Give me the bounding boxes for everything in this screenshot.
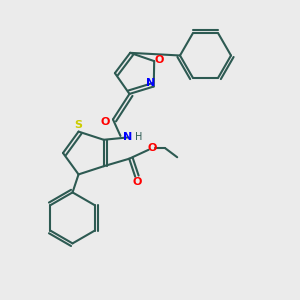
Text: H: H <box>135 132 142 142</box>
Text: N: N <box>146 79 155 88</box>
Text: O: O <box>133 177 142 187</box>
Text: O: O <box>155 55 164 64</box>
Text: S: S <box>74 120 83 130</box>
Text: O: O <box>101 117 110 128</box>
Text: O: O <box>148 143 157 153</box>
Text: N: N <box>123 132 133 142</box>
